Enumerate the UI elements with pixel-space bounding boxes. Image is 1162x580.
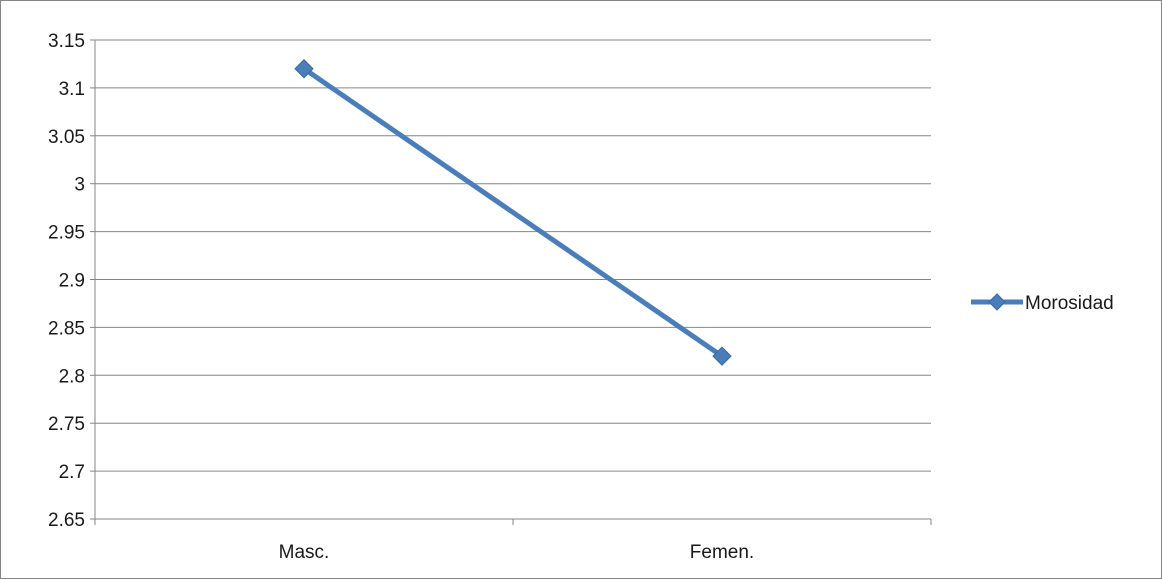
y-tick-label: 2.75 [48,414,85,435]
series-line [301,66,725,359]
y-tick-label: 2.85 [48,318,85,339]
data-point-marker [712,346,732,366]
legend: Morosidad [971,293,1114,314]
y-tick-label: 2.95 [48,223,85,244]
y-tick-label: 2.65 [48,510,85,531]
y-axis-tick-labels: 3.15 3.1 3.05 3 2.95 2.9 2.85 2.8 2.75 2.7 2.65 [48,31,85,531]
data-point-marker [294,59,314,79]
x-tick-label: Femen. [690,542,754,563]
y-tick-label: 2.7 [59,462,85,483]
y-tick-label: 3.05 [48,127,85,148]
axes [90,39,932,525]
gridlines [95,39,931,472]
y-tick-label: 2.9 [59,271,85,292]
y-tick-label: 3.15 [48,31,85,52]
y-tick-label: 2.8 [59,366,85,387]
y-tick-label: 3 [74,175,85,196]
x-axis-tick-labels: Masc. Femen. [279,542,755,563]
x-tick-label: Masc. [279,542,330,563]
y-tick-label: 3.1 [59,79,85,100]
series-morosidad [294,59,732,366]
legend-label: Morosidad [1025,293,1114,314]
legend-marker-swatch [988,293,1006,311]
